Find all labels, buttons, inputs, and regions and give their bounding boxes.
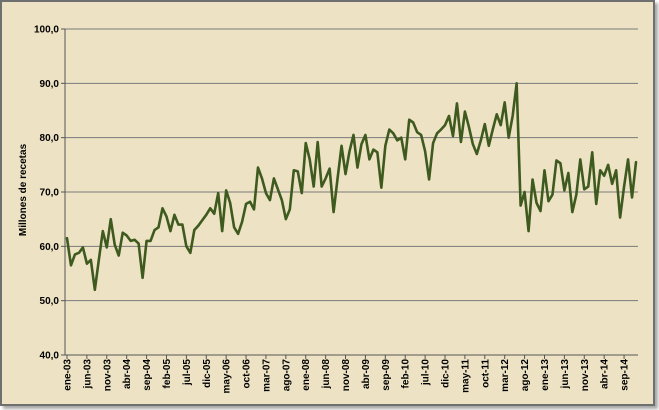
x-tick-label: jul-10 [421,359,432,387]
x-tick-label: jun-13 [560,359,571,390]
x-tick-label: jun-08 [321,359,332,390]
gridlines [65,28,638,302]
x-tick-label: oct-11 [480,359,491,388]
x-tick-label: jul-05 [182,359,193,387]
x-tick-label: sep-14 [620,359,631,391]
y-tick-label: 70,0 [40,188,60,199]
series-layer [65,82,638,292]
x-tick-label: ago-07 [281,359,292,392]
y-tick-label: 50,0 [40,296,60,307]
x-tick-label: ago-12 [520,359,531,392]
x-tick-label: feb-10 [401,359,412,389]
x-tick-label: abr-14 [600,359,611,389]
x-tick-label: nov-03 [102,359,113,392]
x-tick-label: dic-10 [441,359,452,388]
x-tick-label: nov-08 [341,359,352,392]
x-tick-label: sep-09 [381,359,392,391]
x-tick-label: dic-05 [202,359,213,388]
x-tick-label: oct-06 [242,359,253,389]
x-tick-label: mar-12 [500,359,511,392]
x-tick-label: mar-07 [261,359,272,392]
axes [61,28,638,359]
x-tick-label: sep-04 [142,359,153,391]
x-tick-label: ene-03 [62,359,73,391]
y-axis-title: Millones de recetas [18,143,29,236]
x-tick-label: jun-03 [82,359,93,390]
x-tick-label: ene-13 [540,359,551,391]
y-tick-label: 90,0 [40,79,60,90]
y-tick-labels: 40,0 50,0 60,0 70,0 80,0 90,0 100,0 [34,25,59,362]
x-tick-label: feb-05 [162,359,173,389]
x-tick-label: nov-13 [580,359,591,392]
x-tick-label: may-06 [222,359,233,394]
x-tick-label: abr-04 [122,359,133,389]
x-tick-label: ene-08 [301,359,312,391]
series-line [65,82,638,292]
y-tick-label: 40,0 [40,351,60,362]
x-tick-labels: ene-03 jun-03 nov-03 abr-04 sep-04 feb-05 jul-… [62,359,630,394]
x-tick-label: may-11 [460,359,471,393]
y-tick-label: 100,0 [34,25,59,36]
y-tick-label: 60,0 [40,242,60,253]
y-tick-label: 80,0 [40,133,60,144]
x-tick-label: abr-09 [361,359,372,389]
